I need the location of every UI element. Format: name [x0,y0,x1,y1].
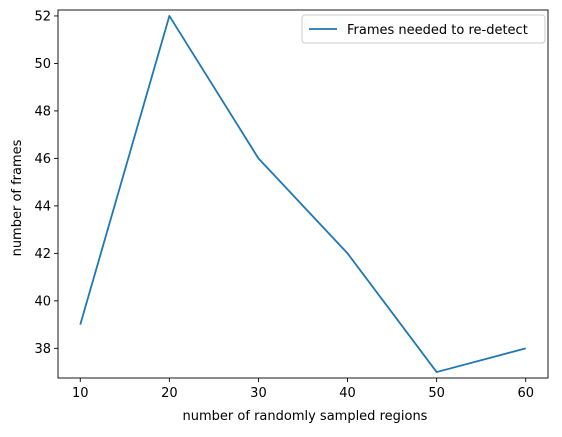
y-tick-label-0: 38 [34,342,51,357]
x-tick-label-5: 60 [517,386,534,401]
x-tick-label-4: 50 [428,386,445,401]
legend-label-series-0: Frames needed to re-detect [347,23,528,38]
y-tick-label-1: 40 [34,294,51,309]
y-tick-label-6: 50 [34,57,51,72]
plot-frame [58,10,548,378]
y-tick-label-5: 48 [34,104,51,119]
x-tick-label-1: 20 [161,386,178,401]
y-axis-ticks: 38 40 42 44 46 48 50 52 [34,9,58,356]
y-tick-label-2: 42 [34,247,51,262]
y-tick-label-7: 52 [34,9,51,24]
series-layer [80,16,525,372]
series-line-0 [80,16,525,372]
y-axis-label: number of frames [10,139,25,256]
plot-area [58,10,548,378]
y-tick-label-4: 46 [34,152,51,167]
legend: Frames needed to re-detect [302,15,545,43]
x-tick-label-3: 40 [339,386,356,401]
x-axis-ticks: 10 20 30 40 50 60 [72,378,534,401]
x-tick-label-2: 30 [250,386,267,401]
y-tick-label-3: 44 [34,199,51,214]
x-axis-label: number of randomly sampled regions [183,409,428,424]
x-tick-label-0: 10 [72,386,89,401]
